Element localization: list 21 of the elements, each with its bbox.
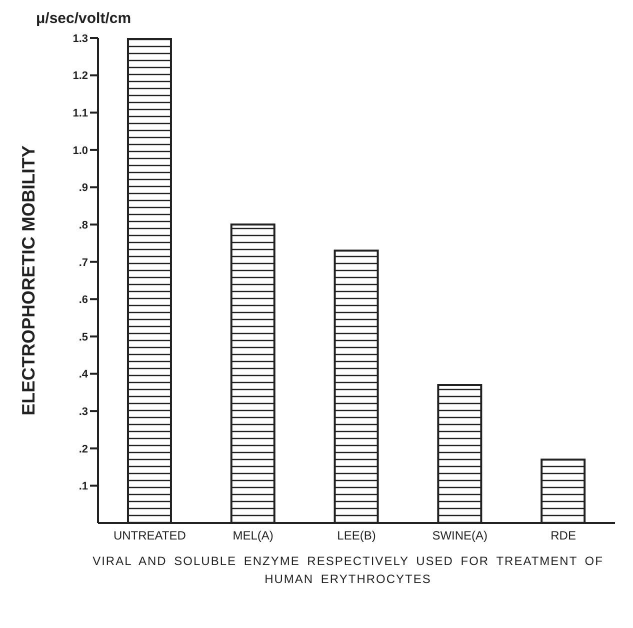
y-tick-label: .1 xyxy=(78,480,88,493)
x-tick-label: RDE xyxy=(550,528,576,543)
y-tick-label: .4 xyxy=(78,368,89,381)
x-tick-label: MEL(A) xyxy=(232,528,274,543)
x-tick-label: UNTREATED xyxy=(113,528,186,543)
text: μ/sec/volt/cm xyxy=(36,10,132,27)
y-tick-label: .7 xyxy=(78,256,88,269)
y-tick-label: 1.3 xyxy=(72,32,88,45)
y-tick-label: .9 xyxy=(78,182,88,194)
y-tick-label: .2 xyxy=(78,443,88,456)
y-tick-label: .8 xyxy=(78,219,88,232)
y-axis-title: ELECTROPHORETIC MOBILITY xyxy=(18,146,38,416)
y-tick-label: 1.2 xyxy=(72,70,88,82)
y-tick-label: .3 xyxy=(78,406,88,418)
y-tick-label: .6 xyxy=(78,294,88,306)
x-axis-title: VIRAL AND SOLUBLE ENZYME RESPECTIVELY USED FOR TREATMENT OF HUMAN ERYTHROCYTES xyxy=(92,553,604,588)
y-tick-label: 1.0 xyxy=(72,144,88,157)
y-tick-label: .5 xyxy=(78,331,88,344)
x-tick-label: SWINE(A) xyxy=(432,528,488,543)
y-tick-label: 1.1 xyxy=(72,108,88,120)
x-tick-label: LEE(B) xyxy=(337,528,376,543)
